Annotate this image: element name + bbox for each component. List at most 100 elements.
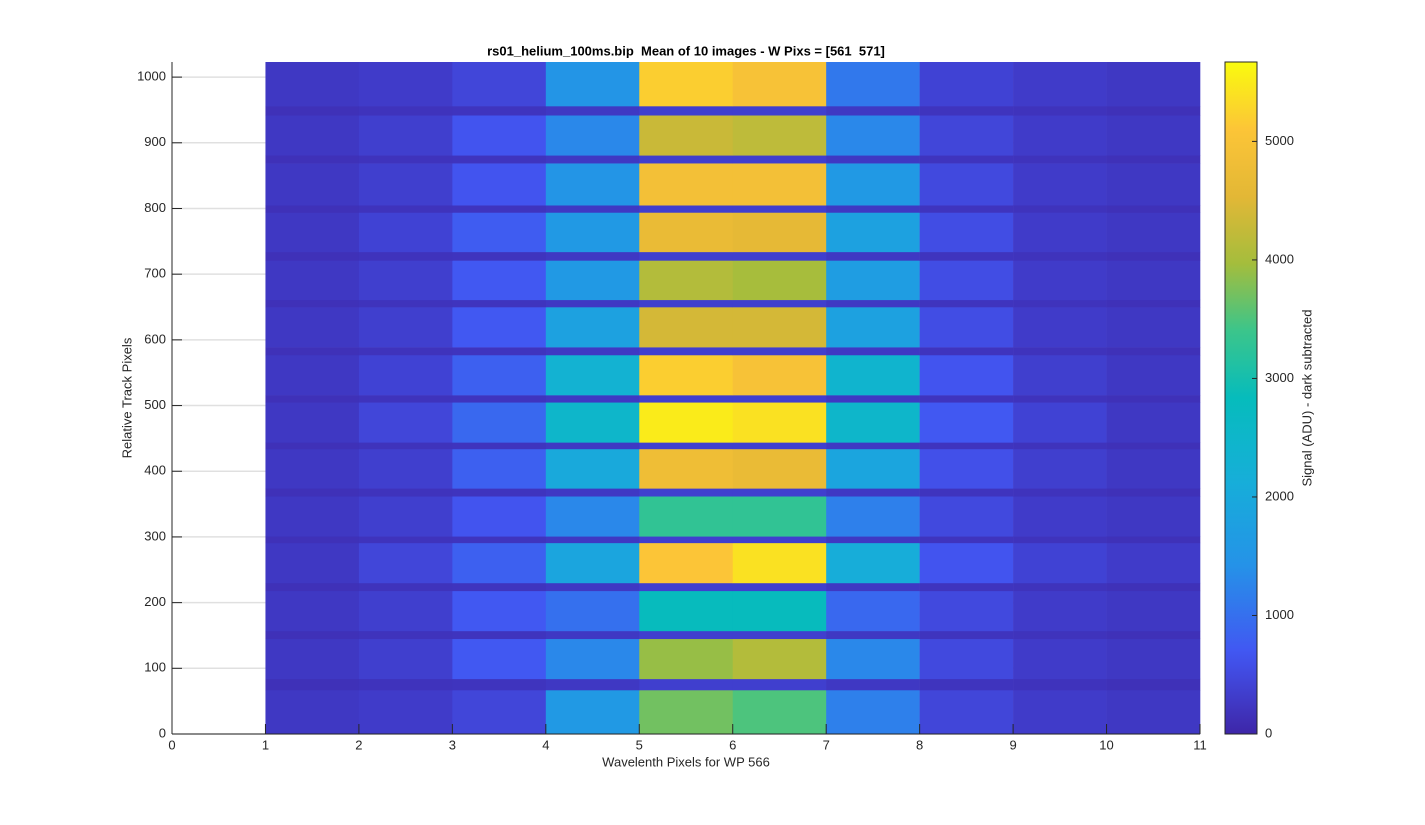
colorbar-tick-label: 3000 — [1265, 370, 1294, 385]
heatmap-cell — [732, 163, 827, 206]
heatmap-cell — [919, 678, 1014, 691]
heatmap-cell — [545, 106, 640, 116]
heatmap-cell — [1013, 496, 1107, 537]
heatmap-cell — [1013, 448, 1107, 489]
heatmap-cell — [452, 582, 547, 592]
heatmap-cell — [1013, 488, 1107, 497]
heatmap-cell — [826, 542, 920, 584]
heatmap-cell — [452, 205, 547, 213]
heatmap-cell — [732, 590, 827, 632]
x-tick-label: 3 — [449, 737, 456, 752]
heatmap-cell — [1013, 542, 1107, 584]
heatmap-cell — [358, 488, 453, 497]
heatmap-cell — [639, 115, 734, 156]
heatmap-cell — [1106, 542, 1201, 584]
heatmap-cell — [452, 106, 547, 116]
heatmap-cell — [545, 260, 640, 301]
heatmap-cell — [265, 542, 360, 584]
x-tick-label: 11 — [1193, 737, 1207, 752]
x-tick-label: 4 — [542, 737, 549, 752]
heatmap-cell — [265, 395, 360, 403]
heatmap-cell — [265, 582, 360, 592]
heatmap-cell — [1013, 299, 1107, 308]
x-tick-label: 0 — [168, 737, 175, 752]
heatmap-cell — [265, 163, 360, 206]
heatmap-cell — [1106, 155, 1201, 164]
heatmap-cell — [826, 590, 920, 632]
heatmap-cell — [358, 251, 453, 261]
y-tick-label: 700 — [144, 266, 166, 281]
heatmap-cell — [1106, 582, 1201, 592]
heatmap-cell — [545, 251, 640, 261]
heatmap-cell — [732, 488, 827, 497]
heatmap-cell — [545, 448, 640, 489]
heatmap-cell — [265, 251, 360, 261]
heatmap-cell — [358, 347, 453, 356]
colorbar-tick-label: 1000 — [1265, 607, 1294, 622]
heatmap-cell — [1013, 354, 1107, 396]
heatmap-cell — [1013, 590, 1107, 632]
heatmap-cell — [639, 307, 734, 348]
heatmap-cell — [452, 155, 547, 164]
heatmap-cell — [265, 155, 360, 164]
heatmap-cell — [358, 582, 453, 592]
heatmap-cell — [265, 62, 360, 107]
heatmap-cell — [919, 307, 1014, 348]
heatmap-cell — [1013, 115, 1107, 156]
x-tick-label: 9 — [1009, 737, 1016, 752]
heatmap-cell — [732, 62, 827, 107]
heatmap-cell — [1106, 630, 1201, 640]
heatmap-cell — [639, 402, 734, 443]
heatmap-cell — [639, 155, 734, 164]
x-tick-label: 6 — [729, 737, 736, 752]
heatmap-cell — [732, 347, 827, 356]
heatmap-cell — [545, 395, 640, 403]
heatmap-cell — [1106, 395, 1201, 403]
heatmap-cell — [358, 260, 453, 301]
heatmap-cell — [639, 347, 734, 356]
heatmap-cell — [919, 106, 1014, 116]
heatmap-cell — [452, 496, 547, 537]
heatmap-cell — [1106, 163, 1201, 206]
heatmap-cell — [265, 678, 360, 691]
heatmap-cell — [639, 395, 734, 403]
heatmap-cell — [545, 155, 640, 164]
heatmap-cell — [358, 590, 453, 632]
heatmap-cell — [732, 630, 827, 640]
heatmap-cell — [1106, 354, 1201, 396]
heatmap-cell — [639, 62, 734, 107]
heatmap-cell — [826, 163, 920, 206]
heatmap-cell — [545, 488, 640, 497]
heatmap-cell — [358, 395, 453, 403]
y-tick-label: 600 — [144, 331, 166, 346]
heatmap-cell — [732, 536, 827, 544]
heatmap-cell — [358, 496, 453, 537]
heatmap-cell — [732, 205, 827, 213]
heatmap-cell — [919, 62, 1014, 107]
heatmap-cell — [452, 395, 547, 403]
y-tick-label: 0 — [159, 725, 166, 740]
heatmap-cell — [732, 678, 827, 691]
heatmap-cell — [1106, 488, 1201, 497]
heatmap-cell — [919, 536, 1014, 544]
colorbar — [1224, 61, 1258, 735]
x-axis-label: Wavelenth Pixels for WP 566 — [602, 754, 770, 769]
heatmap-cell — [639, 678, 734, 691]
heatmap-cell — [639, 630, 734, 640]
heatmap-cell — [358, 354, 453, 396]
heatmap-cell — [919, 260, 1014, 301]
heatmap-cell — [545, 590, 640, 632]
heatmap-cell — [1106, 448, 1201, 489]
heatmap-cell — [545, 442, 640, 450]
heatmap-cell — [826, 115, 920, 156]
heatmap-cell — [919, 347, 1014, 356]
y-tick-label: 400 — [144, 463, 166, 478]
heatmap-cell — [265, 448, 360, 489]
heatmap-cell — [639, 488, 734, 497]
chart-title: rs01_helium_100ms.bip Mean of 10 images … — [487, 43, 885, 58]
heatmap-cell — [1106, 678, 1201, 691]
heatmap-cell — [545, 638, 640, 680]
heatmap-cell — [826, 354, 920, 396]
y-tick-label: 100 — [144, 660, 166, 675]
